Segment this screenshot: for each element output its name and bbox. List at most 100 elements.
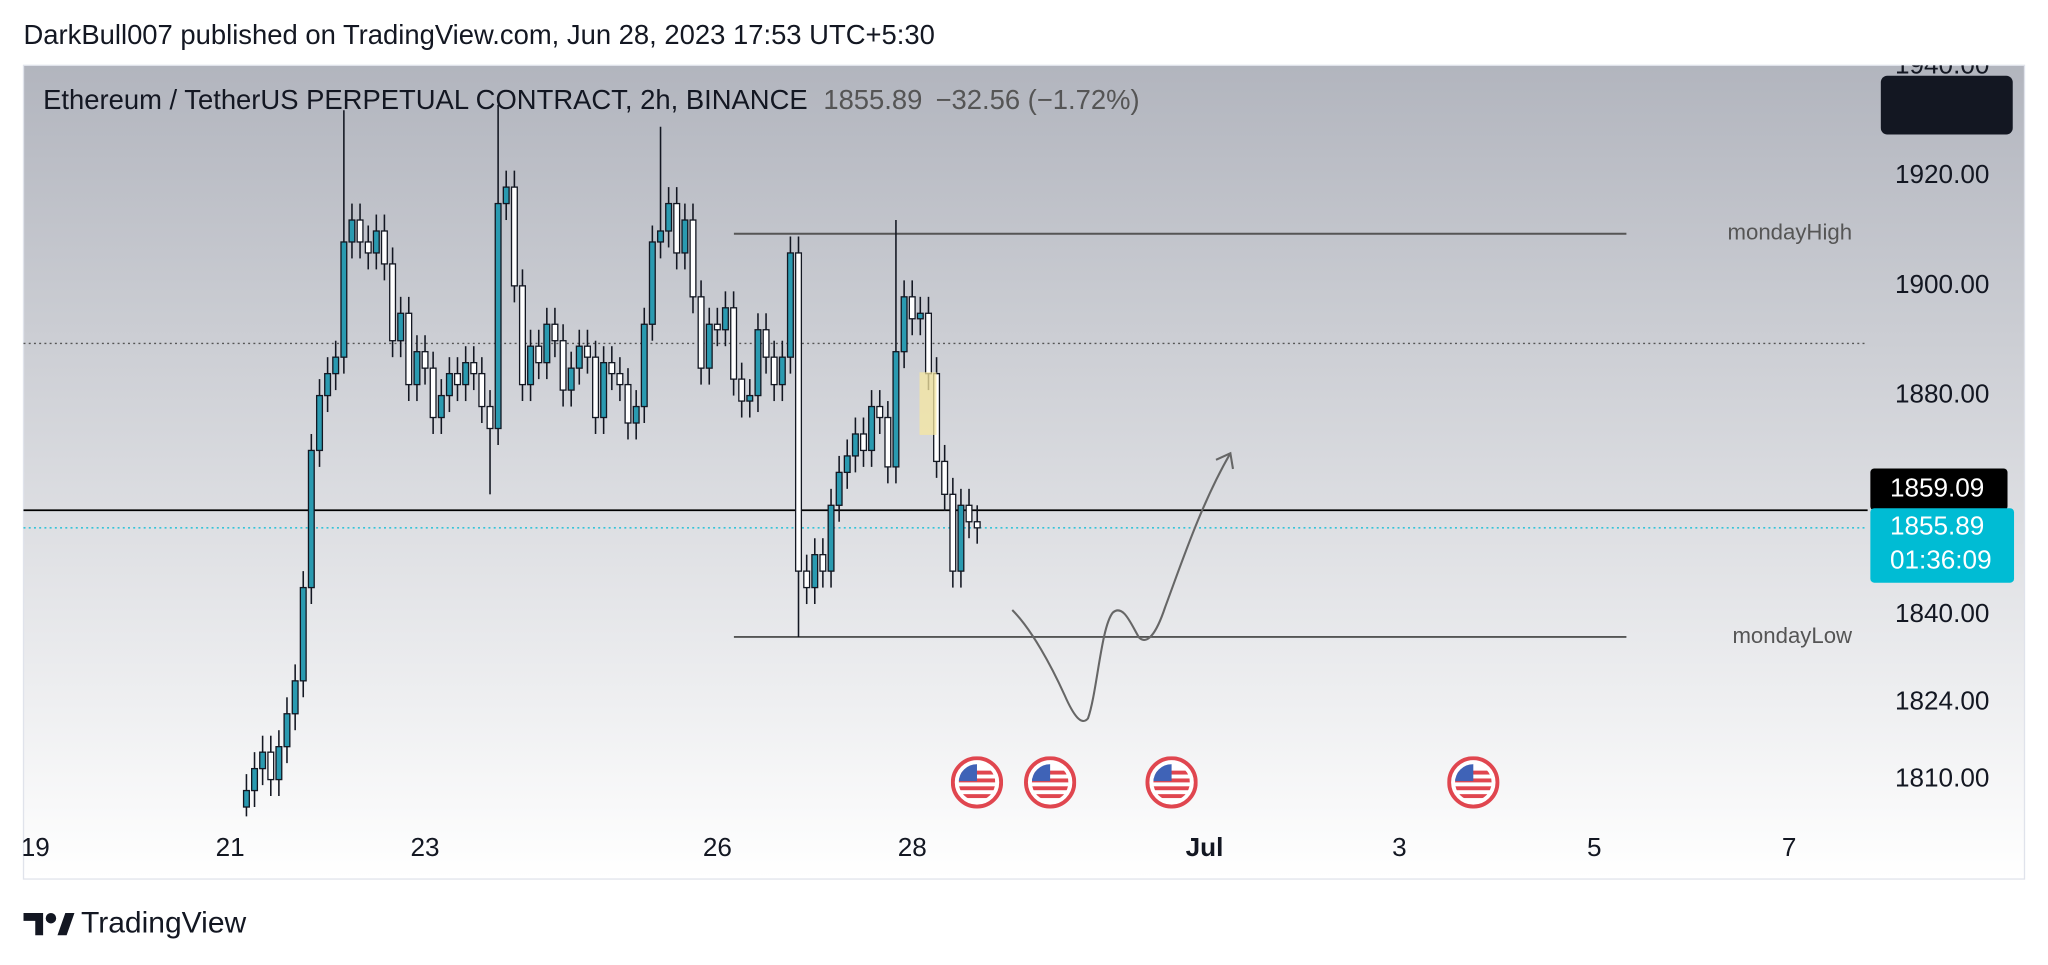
candle-body [738, 378, 746, 402]
candle-body [803, 570, 811, 589]
chart-title: Ethereum / TetherUS PERPETUAL CONTRACT, … [43, 84, 808, 115]
candle-body [908, 296, 916, 320]
x-tick-label: 21 [216, 832, 245, 862]
candle-body [697, 296, 705, 369]
candle-body [397, 312, 405, 342]
event-flag[interactable] [1026, 758, 1074, 806]
x-tick-label: 28 [898, 832, 927, 862]
candle-body [705, 323, 713, 369]
candle-body [445, 372, 453, 397]
chart-header: Ethereum / TetherUS PERPETUAL CONTRACT, … [43, 84, 1140, 115]
candle-body [640, 323, 648, 408]
price-tag [1870, 508, 2015, 583]
brand: TradingView [81, 907, 247, 940]
candle-body [275, 746, 283, 781]
candle-body [242, 789, 250, 808]
x-tick-label: 3 [1392, 832, 1407, 862]
candle-body [916, 312, 924, 320]
candle-body [681, 219, 689, 254]
candle-body [730, 307, 738, 380]
x-tick-label: 26 [703, 832, 732, 862]
candle-body [762, 329, 770, 358]
candle-body [957, 504, 965, 572]
x-tick-label: 5 [1587, 832, 1602, 862]
candle-body [949, 493, 957, 572]
candle-body [551, 323, 559, 342]
y-tick-label: 1840.00 [1895, 598, 1989, 628]
candle-body [429, 367, 437, 419]
x-tick-label: 7 [1782, 832, 1797, 862]
event-flag[interactable] [1147, 758, 1195, 806]
event-flag[interactable] [953, 758, 1001, 806]
y-tick-label: 1920.00 [1895, 159, 1989, 189]
candle-body [559, 340, 567, 391]
candle-body [876, 405, 884, 419]
candle-body [380, 230, 388, 265]
toolbar-button[interactable] [1880, 75, 2013, 135]
level-label: mondayLow [1732, 623, 1853, 648]
candle-body [648, 241, 656, 325]
candle-body [746, 394, 754, 402]
candle-body [421, 351, 429, 369]
candle-body [616, 372, 624, 386]
candle-body [486, 405, 494, 430]
projection-arrowhead [1215, 451, 1235, 470]
price-tag-value: 1855.89 [1890, 511, 1984, 541]
countdown: 01:36:09 [1890, 545, 1992, 575]
candle-body [754, 329, 762, 397]
candle-body [973, 521, 981, 529]
candle-body [770, 356, 778, 386]
candle-body [267, 751, 275, 781]
candle-body [413, 351, 421, 386]
candle-body [575, 345, 583, 369]
candle-body [251, 767, 259, 792]
axes: 19 21 23 26 28 Jul 3 5 7 1940.00 1920.00 1900.00 188… [21, 49, 2015, 862]
y-tick-label: 1900.00 [1895, 269, 1989, 299]
candle-body [965, 504, 973, 523]
tradingview-logo [23, 912, 75, 936]
candle-body [518, 285, 527, 386]
candle-body [665, 202, 673, 232]
y-tick-label: 1880.00 [1895, 378, 1989, 408]
event-flag[interactable] [1449, 758, 1497, 806]
x-tick-label: 19 [21, 832, 50, 862]
candle-body [340, 241, 348, 358]
candle-body [372, 230, 380, 254]
candle-body [291, 680, 299, 715]
candle-body [324, 372, 332, 397]
candle-body [462, 362, 470, 386]
candle-body [673, 202, 681, 254]
candle-body [924, 312, 933, 375]
candle-body [721, 307, 729, 331]
candle-body [332, 356, 340, 375]
candle-body [494, 202, 502, 430]
candle-body [859, 433, 868, 452]
change: −32.56 (−1.72%) [935, 84, 1139, 115]
candle-body [827, 504, 835, 572]
candle-body [835, 471, 843, 506]
published-line: DarkBull007 published on TradingView.com… [24, 19, 935, 50]
candle-body [283, 713, 291, 748]
chart-frame [22, 64, 2026, 880]
candle-body [786, 252, 794, 358]
candle-body [437, 394, 445, 419]
candle-body [502, 186, 510, 205]
candle-body [592, 356, 600, 419]
candle-body [527, 345, 535, 386]
candle-body [478, 372, 486, 408]
candle-body [608, 362, 616, 375]
candle-body [389, 263, 397, 342]
candle-body [567, 367, 575, 391]
candle-body [356, 219, 364, 243]
plot [23, 104, 1868, 817]
candle-body [713, 323, 721, 331]
candle-body [259, 751, 267, 770]
y-tick-label: 1940.00 [1895, 49, 1989, 79]
candle-body [535, 345, 543, 364]
price-tag-value: 1859.09 [1890, 472, 1984, 502]
candle-body [299, 586, 307, 682]
candle-body [307, 449, 315, 589]
candle-body [843, 455, 851, 474]
candle-body [583, 345, 591, 358]
